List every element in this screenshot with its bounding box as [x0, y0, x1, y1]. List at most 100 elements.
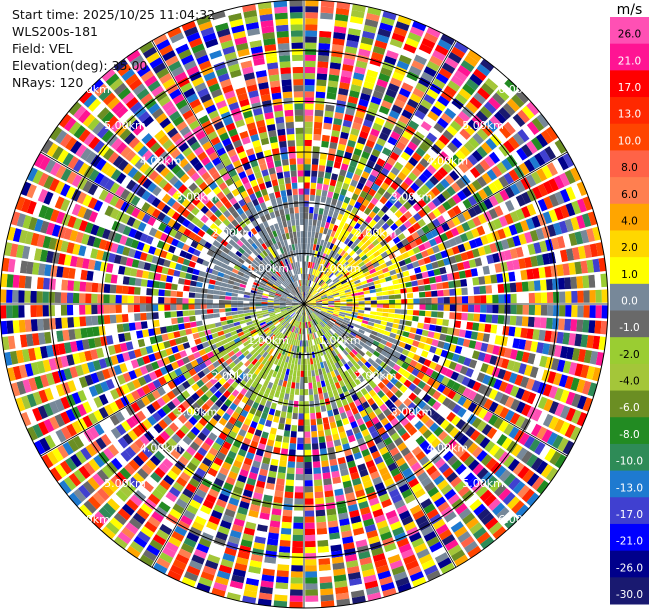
velocity-gate [389, 332, 397, 339]
velocity-gate [22, 379, 32, 393]
velocity-gate [413, 298, 420, 304]
velocity-gate [322, 284, 329, 290]
velocity-gate [130, 359, 140, 369]
velocity-gate [94, 511, 108, 525]
velocity-gate [503, 172, 515, 185]
velocity-gate [427, 331, 435, 339]
velocity-gate [395, 576, 410, 587]
velocity-gate [328, 365, 334, 372]
velocity-gate [227, 279, 235, 285]
velocity-gate [218, 394, 228, 403]
velocity-gate [87, 477, 100, 491]
velocity-gate [198, 331, 206, 338]
velocity-gate [518, 339, 527, 350]
velocity-gate [269, 376, 276, 384]
velocity-gate [316, 316, 322, 322]
velocity-gate [188, 340, 196, 348]
velocity-gate [361, 86, 373, 96]
velocity-gate [532, 408, 543, 422]
velocity-gate [139, 304, 147, 312]
velocity-gate [330, 266, 337, 273]
velocity-gate [367, 535, 380, 545]
velocity-gate [125, 257, 134, 267]
velocity-gate [512, 132, 525, 146]
velocity-gate [324, 287, 331, 292]
velocity-gate [328, 304, 335, 306]
velocity-gate [509, 282, 517, 293]
velocity-gate [287, 331, 292, 338]
velocity-gate [337, 425, 345, 434]
velocity-gate [187, 246, 196, 255]
velocity-gate [198, 362, 207, 370]
velocity-gate [202, 324, 210, 331]
velocity-gate [287, 375, 293, 383]
velocity-gate [137, 338, 146, 348]
velocity-gate [218, 564, 233, 574]
velocity-gate [391, 565, 406, 576]
velocity-gate [60, 168, 72, 182]
velocity-gate [359, 204, 367, 212]
velocity-gate [315, 317, 321, 323]
velocity-gate [368, 389, 377, 398]
velocity-gate [353, 337, 360, 344]
velocity-gate [280, 295, 287, 299]
velocity-gate [234, 406, 243, 415]
velocity-gate [372, 122, 383, 132]
velocity-gate [419, 440, 430, 450]
velocity-gate [512, 235, 522, 247]
velocity-gate [294, 486, 304, 493]
velocity-gate [104, 404, 114, 416]
velocity-gate [246, 282, 253, 287]
velocity-gate [418, 285, 425, 292]
velocity-gate [316, 219, 322, 227]
velocity-gate [398, 114, 410, 125]
velocity-gate [307, 274, 311, 281]
velocity-gate [451, 459, 463, 471]
velocity-gate [504, 294, 511, 304]
velocity-gate [565, 391, 576, 406]
velocity-gate [104, 205, 114, 217]
velocity-gate [356, 418, 365, 426]
velocity-gate [472, 204, 483, 215]
velocity-gate [274, 344, 280, 352]
velocity-gate [321, 297, 328, 301]
velocity-gate [414, 109, 426, 120]
velocity-gate [331, 287, 338, 292]
velocity-gate [294, 504, 304, 511]
velocity-gate [311, 170, 318, 177]
velocity-gate [107, 252, 116, 263]
velocity-gate [290, 577, 303, 584]
velocity-gate [271, 421, 279, 429]
velocity-gate [349, 583, 364, 593]
velocity-gate [126, 216, 136, 227]
velocity-gate [189, 286, 196, 293]
velocity-gate [184, 571, 199, 582]
velocity-gate [328, 377, 335, 385]
velocity-gate [576, 395, 587, 410]
velocity-gate [531, 380, 541, 393]
velocity-gate [498, 144, 510, 157]
velocity-gate [496, 161, 508, 174]
velocity-gate [285, 302, 292, 304]
velocity-gate [336, 254, 343, 262]
velocity-gate [212, 360, 221, 368]
velocity-gate [275, 338, 281, 345]
velocity-gate [317, 330, 323, 337]
velocity-gate [291, 357, 296, 365]
velocity-gate [291, 326, 296, 333]
velocity-gate [387, 44, 401, 54]
velocity-gate [288, 449, 296, 456]
velocity-gate [325, 434, 333, 443]
velocity-gate [346, 204, 354, 212]
velocity-gate [431, 311, 438, 318]
velocity-gate [485, 285, 493, 294]
velocity-gate [357, 367, 365, 375]
velocity-gate [372, 340, 380, 347]
velocity-gate [62, 267, 70, 279]
velocity-gate [329, 319, 336, 324]
velocity-gate [492, 68, 507, 82]
velocity-gate [223, 328, 231, 335]
velocity-gate [252, 460, 261, 469]
velocity-gate [388, 348, 396, 356]
velocity-gate [158, 311, 165, 319]
